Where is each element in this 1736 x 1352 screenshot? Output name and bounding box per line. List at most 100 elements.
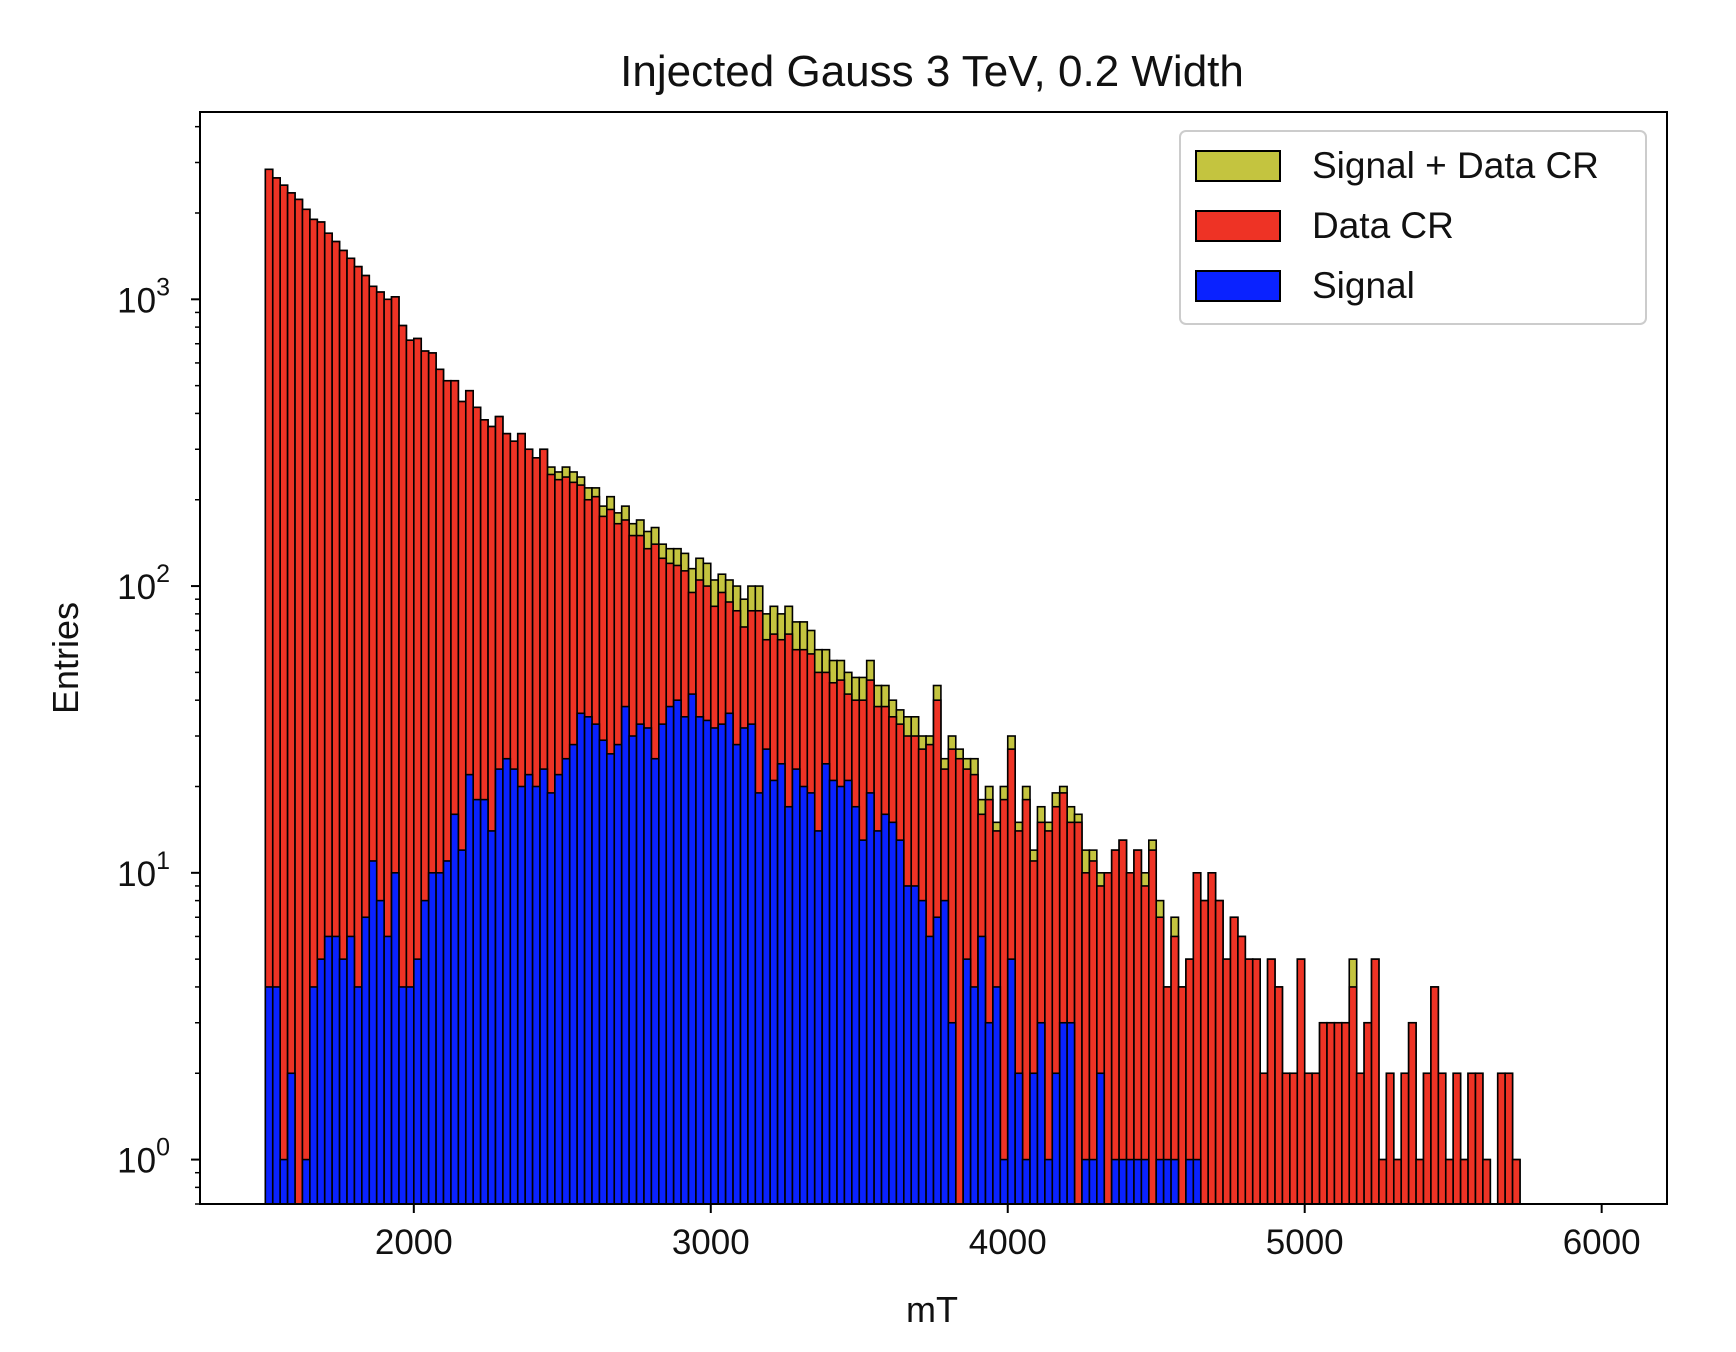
bar <box>323 935 333 1205</box>
bar <box>598 739 608 1205</box>
bar <box>1192 1158 1202 1205</box>
bar <box>494 768 504 1205</box>
bar <box>279 184 289 1205</box>
bar <box>561 757 571 1205</box>
bar <box>910 885 920 1205</box>
bar <box>591 723 601 1205</box>
bar <box>1096 1072 1106 1205</box>
bar <box>1385 1072 1395 1205</box>
bar <box>821 762 831 1205</box>
bar <box>1118 1158 1128 1205</box>
x-axis-ticks: 2000 3000 4000 5000 6000 <box>375 1204 1641 1262</box>
bar <box>865 792 875 1205</box>
bar <box>917 899 927 1205</box>
bar <box>851 805 861 1205</box>
bar <box>843 779 853 1205</box>
bar <box>1058 1021 1068 1205</box>
bar <box>1066 1021 1076 1205</box>
bar <box>472 798 482 1205</box>
legend-swatch-signal <box>1195 270 1281 302</box>
bar <box>1378 1158 1388 1205</box>
bar <box>442 860 452 1205</box>
bar <box>479 798 489 1205</box>
bar <box>1222 958 1232 1205</box>
bar <box>1482 1158 1492 1205</box>
bar <box>695 716 705 1205</box>
bar <box>1459 1158 1469 1205</box>
bar <box>375 899 385 1205</box>
bar <box>873 830 883 1205</box>
bar <box>346 935 356 1205</box>
bar <box>405 986 415 1205</box>
bar <box>271 986 281 1205</box>
bar <box>1496 1072 1506 1205</box>
bar <box>1170 1158 1180 1205</box>
bar <box>1207 872 1217 1205</box>
bar <box>999 1158 1009 1205</box>
bar <box>992 986 1002 1205</box>
bar <box>1021 1158 1031 1205</box>
bar <box>546 792 556 1205</box>
bar <box>1415 1158 1425 1205</box>
bar <box>309 986 319 1205</box>
bar <box>427 872 437 1205</box>
bar <box>1103 872 1113 1205</box>
bar <box>413 958 423 1205</box>
bar <box>665 705 675 1205</box>
bar <box>880 813 890 1205</box>
x-tick-label: 3000 <box>672 1223 750 1262</box>
bar <box>962 958 972 1205</box>
bar <box>531 785 541 1205</box>
bar <box>806 792 816 1205</box>
bar <box>1214 899 1224 1205</box>
bar <box>1110 1158 1120 1205</box>
bar <box>1355 1072 1365 1205</box>
bar <box>539 768 549 1205</box>
bar <box>724 712 734 1205</box>
bar <box>1118 839 1128 1205</box>
bar <box>1303 1072 1313 1205</box>
plot-frame <box>199 111 1668 1205</box>
bar <box>902 885 913 1205</box>
bar <box>1177 986 1187 1205</box>
bar <box>776 762 786 1205</box>
bar <box>279 1158 289 1205</box>
x-axis-label: mT <box>906 1289 958 1330</box>
bar <box>1155 1158 1165 1205</box>
bar <box>606 753 616 1205</box>
bar <box>672 699 682 1205</box>
bar <box>813 830 823 1205</box>
bar <box>635 723 645 1205</box>
bar <box>1348 986 1358 1205</box>
legend-box <box>1179 130 1647 325</box>
bar <box>383 935 393 1205</box>
bar <box>1148 849 1158 1205</box>
bar <box>1363 1021 1373 1205</box>
bar <box>1088 1158 1098 1205</box>
bar <box>969 986 979 1205</box>
bar <box>984 1021 994 1205</box>
bar <box>1125 872 1135 1205</box>
bar <box>1244 958 1254 1205</box>
x-tick-label: 6000 <box>1563 1223 1641 1262</box>
bar <box>554 773 564 1205</box>
bar <box>1296 958 1306 1205</box>
bar <box>1044 1158 1054 1205</box>
bar <box>1422 1072 1432 1205</box>
bar <box>895 839 905 1205</box>
bar <box>1199 899 1209 1205</box>
bar <box>1073 821 1083 1205</box>
bar <box>301 1158 311 1205</box>
bar <box>658 723 668 1205</box>
bar <box>583 716 593 1205</box>
legend-swatch-data-cr <box>1195 210 1281 242</box>
bar <box>888 821 898 1205</box>
y-tick-label: 102 <box>117 560 170 607</box>
bar <box>1452 1072 1462 1205</box>
bar <box>1407 1021 1417 1205</box>
bar <box>294 198 304 1205</box>
bar <box>1029 1072 1039 1205</box>
bar <box>509 768 519 1205</box>
bar <box>628 735 638 1205</box>
